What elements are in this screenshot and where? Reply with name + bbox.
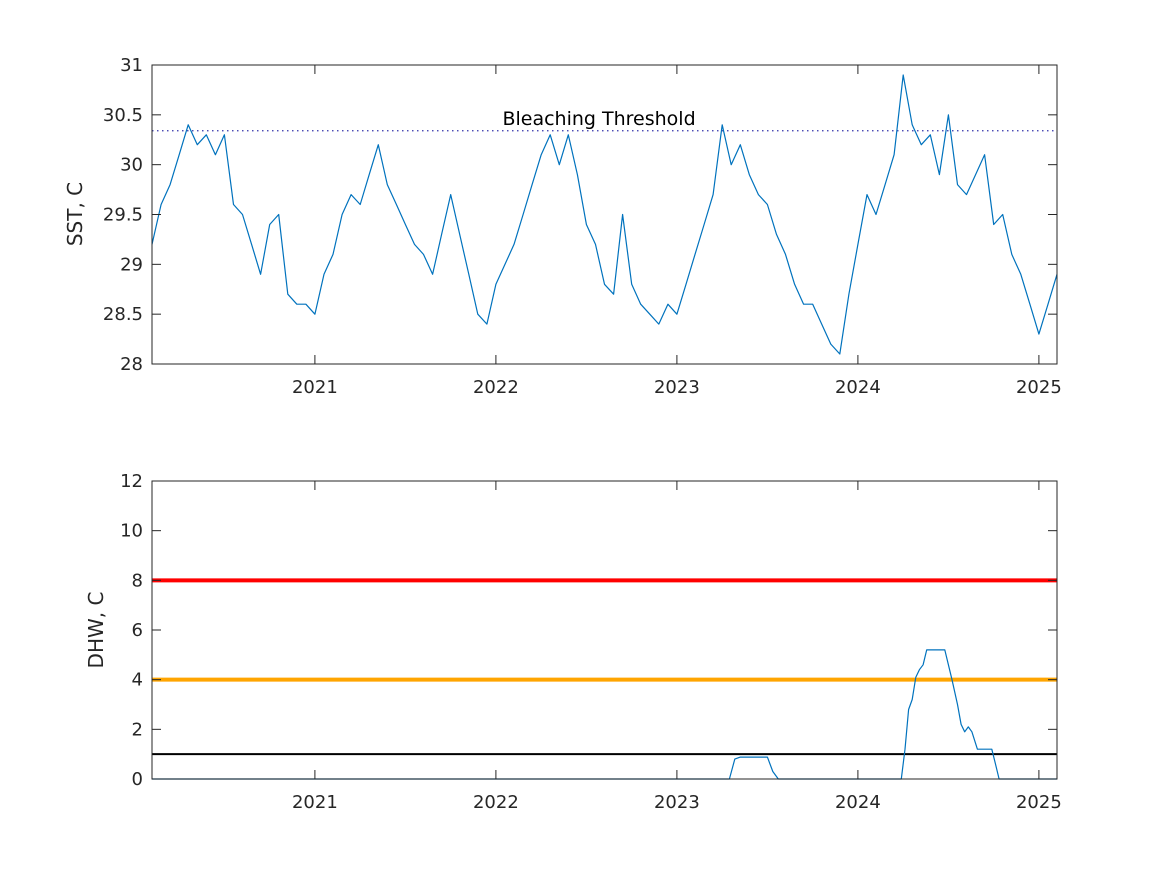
dhw-y-tick-label: 2 <box>132 719 143 740</box>
sst-x-tick-label: 2022 <box>473 377 519 398</box>
sst-x-tick-label: 2023 <box>654 377 700 398</box>
sst-series <box>151 74 1058 355</box>
dhw-y-tick-label: 6 <box>132 620 143 641</box>
dhw-x-tick-label: 2025 <box>1016 792 1062 813</box>
sst-x-tick-label: 2025 <box>1016 377 1062 398</box>
dhw-x-tick-label: 2024 <box>835 792 881 813</box>
sst-y-tick-label: 28.5 <box>103 304 143 325</box>
sst-x-ticks: 2021 2022 2023 2024 2025 <box>292 65 1062 398</box>
dhw-series <box>152 649 1057 780</box>
sst-x-tick-label: 2024 <box>835 377 881 398</box>
dhw-y-ticks: 0 2 4 6 8 10 12 <box>120 471 1057 790</box>
dhw-y-tick-label: 4 <box>132 670 143 691</box>
sst-panel: Bleaching Threshold 2021 2022 2023 2024 2025… <box>63 55 1062 398</box>
dhw-x-tick-label: 2022 <box>473 792 519 813</box>
sst-y-axis-label: SST, C <box>63 182 87 246</box>
dhw-plot-area <box>152 481 1057 779</box>
sst-reference-lines: Bleaching Threshold <box>152 108 1057 132</box>
dhw-y-tick-label: 0 <box>132 769 143 790</box>
dhw-panel: 2021 2022 2023 2024 2025 0 2 4 6 8 10 12 DHW, C <box>84 471 1062 813</box>
dhw-series-line-0 <box>152 649 1057 780</box>
sst-y-tick-label: 28 <box>120 354 143 375</box>
dhw-x-tick-label: 2021 <box>292 792 338 813</box>
dhw-x-ticks: 2021 2022 2023 2024 2025 <box>292 481 1062 813</box>
sst-series-line-0 <box>151 74 1058 355</box>
dhw-y-axis-label: DHW, C <box>84 592 108 669</box>
dhw-y-tick-label: 10 <box>120 521 143 542</box>
dhw-reference-lines <box>152 578 1057 756</box>
sst-y-ticks: 28 28.5 29 29.5 30 30.5 31 <box>103 55 1057 375</box>
sst-y-tick-label: 30 <box>120 155 143 176</box>
sst-plot-area <box>152 65 1057 364</box>
sst-y-tick-label: 31 <box>120 55 143 76</box>
sst-y-tick-label: 30.5 <box>103 105 143 126</box>
dhw-x-tick-label: 2023 <box>654 792 700 813</box>
dhw-y-tick-label: 8 <box>132 570 143 591</box>
sst-x-tick-label: 2021 <box>292 377 338 398</box>
sst-y-tick-label: 29.5 <box>103 205 143 226</box>
bleaching-threshold-label: Bleaching Threshold <box>502 108 695 130</box>
dhw-y-tick-label: 12 <box>120 471 143 492</box>
sst-y-tick-label: 29 <box>120 254 143 275</box>
